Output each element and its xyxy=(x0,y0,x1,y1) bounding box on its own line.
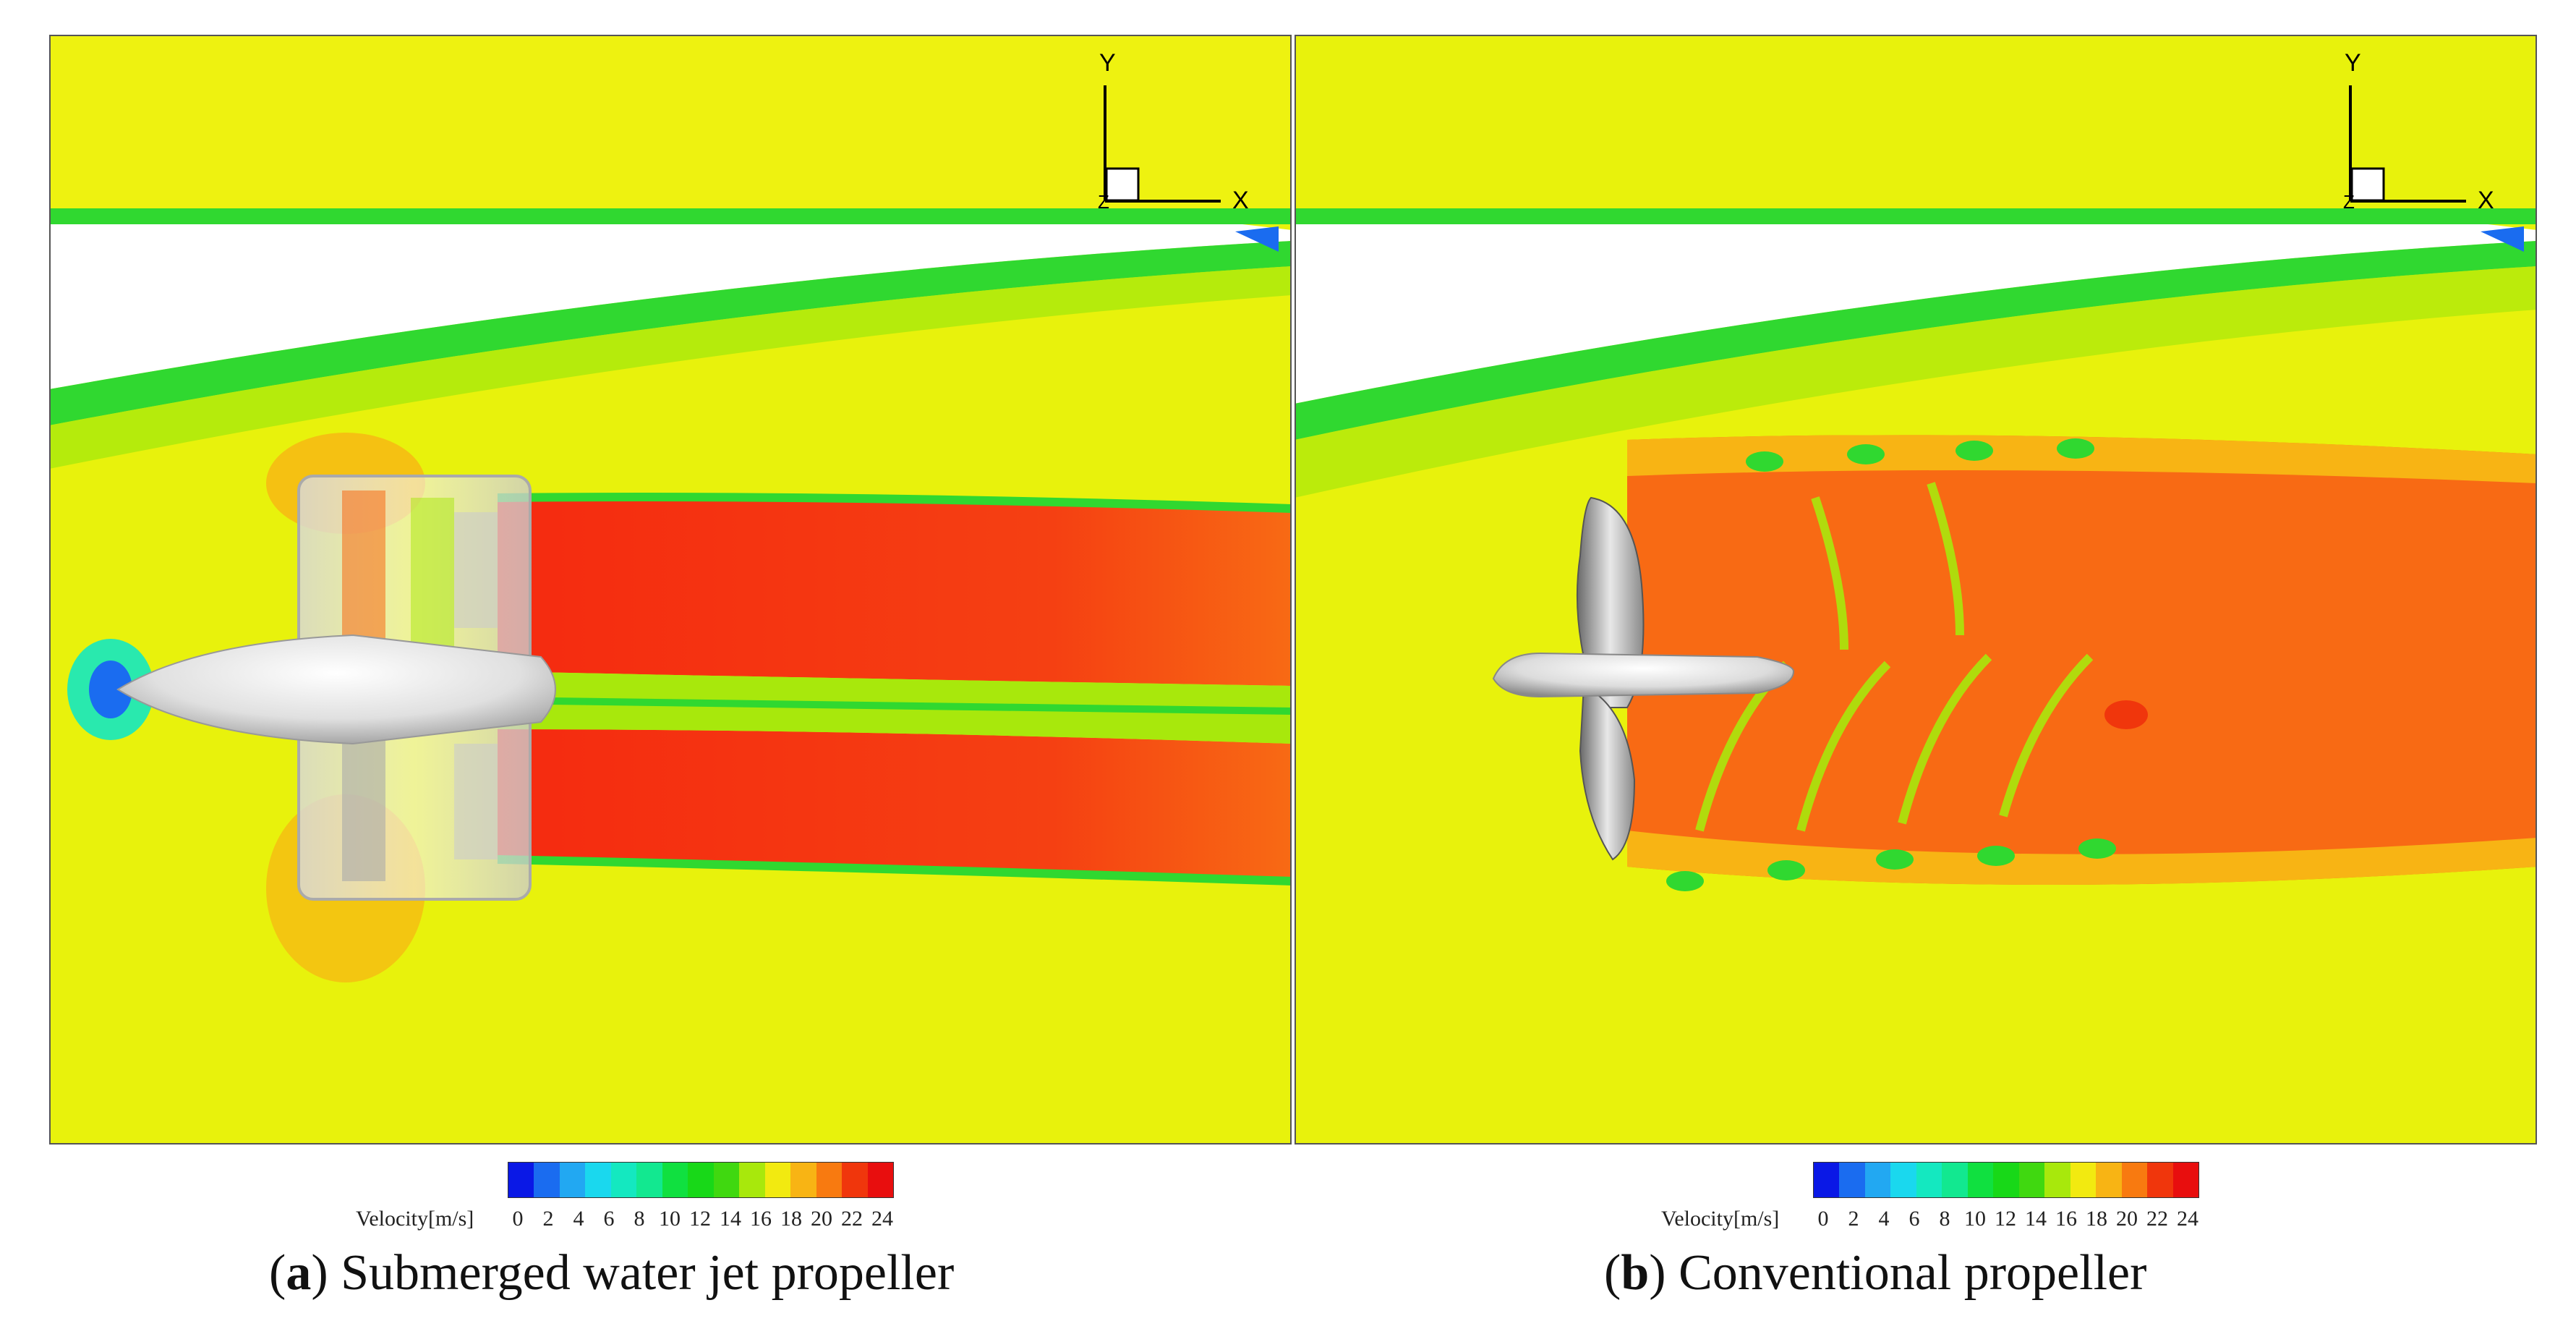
colorbar-swatch xyxy=(2147,1163,2173,1197)
colorbar-swatch xyxy=(842,1163,868,1197)
colorbar-tick-label: 8 xyxy=(634,1207,645,1231)
hull-tip-vortex xyxy=(1235,226,1279,252)
colorbar-tick-label: 2 xyxy=(1848,1207,1859,1231)
colorbar-tick-label: 10 xyxy=(659,1207,681,1231)
colorbar-swatch xyxy=(2172,1163,2199,1197)
contour-panel-conventional: Y X Z xyxy=(1295,35,2537,1144)
colorbar-swatch xyxy=(1890,1163,1916,1197)
stator-blade xyxy=(454,512,498,628)
colorbar-tick-label: 20 xyxy=(2116,1207,2138,1231)
colorbar-swatch xyxy=(1942,1163,1968,1197)
caption-b-letter: b xyxy=(1621,1245,1650,1301)
colorbar-b-ticks: 0 2 4 6 8 10 12 14 16 18 20 22 24 xyxy=(1813,1207,2218,1233)
caption-a-letter: a xyxy=(286,1245,312,1301)
colorbar-b-label: Velocity[m/s] xyxy=(1661,1207,1780,1231)
colorbar-swatch xyxy=(534,1163,560,1197)
upper-region xyxy=(49,35,1292,208)
colorbar-swatch xyxy=(739,1163,765,1197)
colorbar-swatch xyxy=(1967,1163,1994,1197)
colorbar-tick-label: 24 xyxy=(2177,1207,2198,1231)
colorbar-a xyxy=(508,1162,894,1198)
colorbar-swatch xyxy=(662,1163,688,1197)
colorbar-tick-label: 6 xyxy=(603,1207,615,1231)
colorbar-swatch xyxy=(790,1163,816,1197)
colorbar-swatch xyxy=(713,1163,740,1197)
propeller-blade-lower xyxy=(1579,684,1636,861)
velocity-contour-plot-b: Y X Z xyxy=(1295,35,2537,1144)
colorbar-swatch xyxy=(1916,1163,1942,1197)
axis-triad: Y X Z xyxy=(2343,49,2494,214)
colorbar-tick-label: 8 xyxy=(1939,1207,1950,1231)
colorbar-tick-label: 6 xyxy=(1908,1207,1920,1231)
contour-panel-water-jet: Y X Z xyxy=(49,35,1292,1144)
colorbar-swatch xyxy=(636,1163,662,1197)
hull-surface xyxy=(49,224,1292,389)
axis-triad: Y X Z xyxy=(1098,49,1249,214)
colorbar-tick-label: 10 xyxy=(1964,1207,1986,1231)
colorbar-swatch xyxy=(2044,1163,2070,1197)
hull-boundary-layer xyxy=(1295,208,2537,224)
colorbar-swatch xyxy=(816,1163,843,1197)
colorbar-tick-label: 14 xyxy=(2025,1207,2047,1231)
hull-boundary-layer xyxy=(49,208,1292,224)
colorbar-swatch xyxy=(1993,1163,2019,1197)
colorbar-swatch xyxy=(2070,1163,2097,1197)
colorbar-swatch xyxy=(585,1163,611,1197)
colorbar-tick-label: 4 xyxy=(1878,1207,1890,1231)
colorbar-tick-label: 0 xyxy=(1817,1207,1829,1231)
hull-surface xyxy=(1295,224,2537,404)
colorbar-swatch xyxy=(688,1163,714,1197)
colorbar-a-label: Velocity[m/s] xyxy=(356,1207,474,1231)
hull-wake-layer xyxy=(49,241,1292,425)
colorbar-swatch xyxy=(2018,1163,2045,1197)
colorbar-a-ticks: 0 2 4 6 8 10 12 14 16 18 20 22 24 xyxy=(508,1207,913,1233)
upper-jet xyxy=(498,498,1292,686)
colorbar-tick-label: 18 xyxy=(2086,1207,2107,1231)
axis-x-label: X xyxy=(2478,187,2494,214)
velocity-contour-plot-a: Y X Z xyxy=(49,35,1292,1144)
colorbar-tick-label: 4 xyxy=(573,1207,584,1231)
colorbar-swatch xyxy=(559,1163,586,1197)
colorbar-tick-label: 16 xyxy=(750,1207,772,1231)
colorbar-tick-label: 20 xyxy=(811,1207,832,1231)
propeller-hub xyxy=(1492,652,1795,698)
axis-x-label: X xyxy=(1232,187,1249,214)
tip-vortices xyxy=(1666,438,2116,891)
colorbar-tick-label: 18 xyxy=(780,1207,802,1231)
colorbar-tick-label: 12 xyxy=(1995,1207,2016,1231)
colorbar-tick-label: 0 xyxy=(512,1207,524,1231)
colorbar-tick-label: 22 xyxy=(2146,1207,2168,1231)
colorbar-swatch xyxy=(2121,1163,2148,1197)
caption-b: (b) Conventional propeller xyxy=(1604,1245,2147,1301)
lower-jet xyxy=(498,729,1292,881)
colorbar-swatch xyxy=(867,1163,894,1197)
colorbar-swatch xyxy=(2096,1163,2122,1197)
colorbar-swatch xyxy=(610,1163,637,1197)
colorbar-tick-label: 16 xyxy=(2055,1207,2077,1231)
colorbar-swatch xyxy=(1864,1163,1891,1197)
caption-a-text: Submerged water jet propeller xyxy=(341,1245,955,1301)
propeller-hub xyxy=(116,634,556,745)
colorbar-swatch xyxy=(508,1163,534,1197)
colorbar-swatch xyxy=(764,1163,791,1197)
colorbar-tick-label: 22 xyxy=(841,1207,863,1231)
axis-z-label: Z xyxy=(1098,191,1109,213)
axis-y-label: Y xyxy=(1099,49,1116,77)
caption-b-text: Conventional propeller xyxy=(1679,1245,2147,1301)
axis-z-label: Z xyxy=(2343,191,2355,213)
colorbar-tick-label: 14 xyxy=(720,1207,741,1231)
caption-a: (a) Submerged water jet propeller xyxy=(269,1245,955,1301)
colorbar-b xyxy=(1813,1162,2199,1198)
colorbar-swatch xyxy=(1814,1163,1840,1197)
colorbar-swatch xyxy=(1839,1163,1865,1197)
colorbar-tick-label: 24 xyxy=(871,1207,893,1231)
colorbar-tick-label: 2 xyxy=(542,1207,554,1231)
colorbar-tick-label: 12 xyxy=(689,1207,711,1231)
axis-y-label: Y xyxy=(2345,49,2361,77)
